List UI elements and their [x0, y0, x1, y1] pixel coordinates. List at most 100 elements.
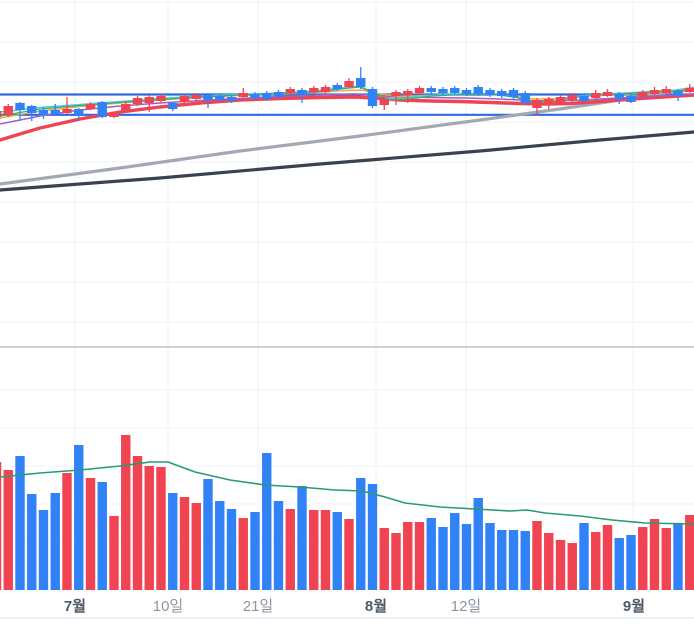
candle[interactable]: [121, 101, 131, 113]
volume-bar[interactable]: [85, 478, 96, 590]
candle[interactable]: [285, 87, 295, 95]
volume-bar[interactable]: [309, 510, 319, 590]
candle[interactable]: [0, 110, 2, 118]
volume-bar[interactable]: [544, 533, 554, 590]
volume-bar[interactable]: [391, 533, 401, 590]
candle[interactable]: [461, 88, 472, 96]
volume-bar[interactable]: [591, 532, 601, 590]
volume-bar[interactable]: [379, 528, 389, 590]
candle[interactable]: [497, 89, 507, 98]
candle[interactable]: [555, 95, 566, 104]
candle[interactable]: [15, 102, 25, 121]
candle[interactable]: [544, 97, 554, 109]
candle[interactable]: [156, 94, 166, 103]
volume-bar[interactable]: [238, 518, 248, 590]
candle[interactable]: [391, 90, 401, 105]
volume-bar[interactable]: [15, 456, 25, 590]
volume-bar[interactable]: [262, 453, 272, 590]
candle[interactable]: [473, 85, 483, 96]
candle[interactable]: [602, 89, 613, 97]
volume-bar[interactable]: [27, 494, 37, 590]
volume-bar[interactable]: [403, 522, 413, 590]
volume-bar[interactable]: [97, 482, 107, 590]
candle[interactable]: [579, 94, 589, 103]
candle[interactable]: [673, 89, 683, 101]
volume-bar[interactable]: [685, 515, 694, 590]
candle[interactable]: [379, 97, 389, 110]
candle[interactable]: [520, 91, 530, 105]
candle[interactable]: [191, 93, 201, 101]
volume-bar[interactable]: [109, 516, 119, 590]
candle[interactable]: [614, 92, 624, 104]
volume-bar[interactable]: [638, 527, 648, 590]
candle[interactable]: [203, 93, 213, 108]
candle[interactable]: [238, 88, 248, 98]
candle[interactable]: [450, 86, 460, 95]
candle[interactable]: [626, 94, 636, 103]
candle[interactable]: [144, 95, 154, 112]
candle[interactable]: [403, 89, 413, 103]
volume-bar[interactable]: [438, 527, 448, 590]
volume-bar[interactable]: [461, 524, 472, 590]
candle[interactable]: [332, 83, 342, 91]
candle[interactable]: [661, 86, 671, 94]
volume-bar[interactable]: [508, 530, 519, 590]
candle[interactable]: [168, 102, 178, 111]
volume-bar[interactable]: [179, 497, 190, 590]
volume-bar[interactable]: [520, 531, 530, 590]
volume-bar[interactable]: [626, 535, 636, 590]
volume-bar[interactable]: [74, 445, 84, 590]
volume-bar[interactable]: [50, 493, 60, 590]
candle[interactable]: [356, 67, 366, 89]
candle[interactable]: [97, 101, 107, 118]
candle[interactable]: [638, 90, 648, 97]
volume-bar[interactable]: [332, 512, 342, 590]
volume-bar[interactable]: [426, 518, 436, 590]
candles[interactable]: [0, 67, 694, 121]
volume-bar[interactable]: [203, 479, 213, 590]
volume-bar[interactable]: [156, 467, 166, 590]
candle[interactable]: [250, 92, 260, 100]
volume-bar[interactable]: [367, 484, 378, 590]
candle[interactable]: [426, 86, 436, 94]
volume-bar[interactable]: [285, 509, 295, 590]
candle[interactable]: [27, 105, 37, 121]
volume-bar[interactable]: [661, 528, 671, 590]
candle[interactable]: [273, 90, 284, 99]
candle[interactable]: [567, 93, 577, 102]
candle[interactable]: [367, 87, 378, 108]
volume-bar[interactable]: [497, 530, 507, 590]
volume-bar[interactable]: [485, 523, 495, 590]
candle[interactable]: [532, 98, 542, 115]
candle[interactable]: [62, 97, 72, 114]
volume-bar[interactable]: [297, 486, 307, 590]
volume-bar[interactable]: [649, 519, 660, 590]
candle[interactable]: [179, 94, 190, 104]
candle[interactable]: [320, 85, 331, 93]
volume-bar[interactable]: [602, 525, 613, 590]
candle[interactable]: [38, 107, 49, 119]
volume-bar[interactable]: [473, 498, 483, 590]
candle[interactable]: [262, 91, 272, 101]
volume-bar[interactable]: [579, 523, 589, 590]
volume-bar[interactable]: [132, 456, 143, 590]
candle[interactable]: [508, 88, 519, 99]
candle[interactable]: [309, 86, 319, 94]
candle[interactable]: [649, 87, 660, 95]
volume-bar[interactable]: [673, 523, 683, 590]
volume-bar[interactable]: [191, 503, 201, 590]
candle[interactable]: [85, 102, 96, 110]
candle[interactable]: [3, 104, 13, 117]
candle[interactable]: [50, 104, 60, 116]
candle[interactable]: [485, 88, 495, 97]
candle[interactable]: [109, 112, 119, 118]
volume-bar[interactable]: [356, 478, 366, 590]
candle[interactable]: [685, 84, 694, 93]
candle[interactable]: [344, 78, 354, 88]
volume-bar[interactable]: [555, 540, 566, 590]
volume-bars[interactable]: [0, 435, 694, 590]
volume-bar[interactable]: [567, 543, 577, 590]
volume-bar[interactable]: [226, 509, 237, 590]
volume-bar[interactable]: [3, 470, 13, 590]
